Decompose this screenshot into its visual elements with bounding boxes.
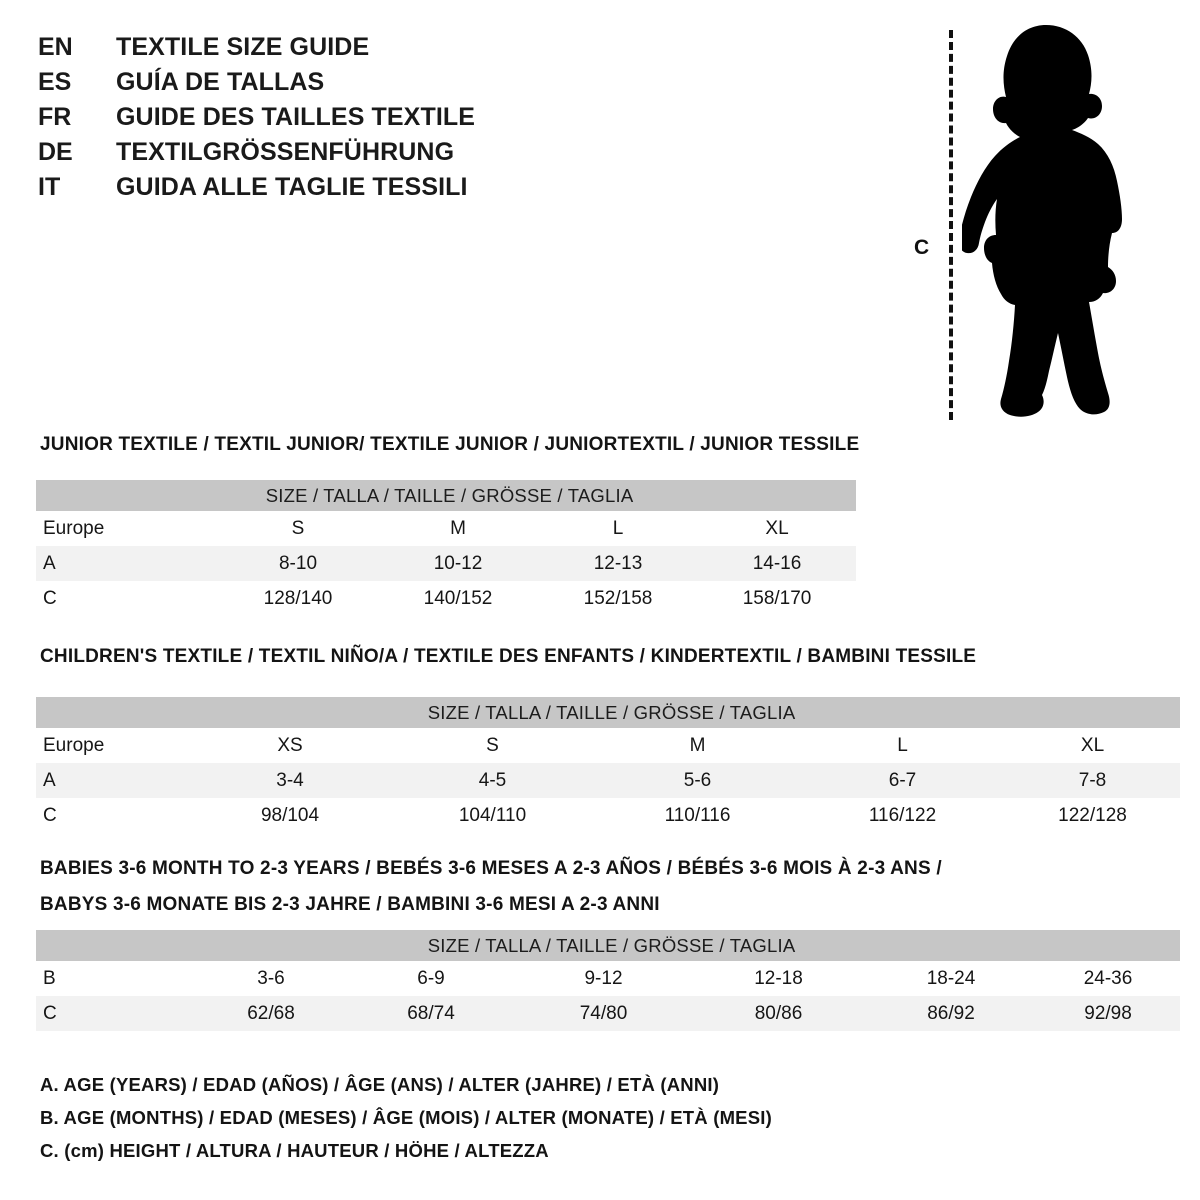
babies-cell-c-2: 74/80 (516, 996, 691, 1031)
babies-row-b: B 3-6 6-9 9-12 12-18 18-24 24-36 (36, 961, 1181, 996)
junior-row-c-label: C (36, 581, 218, 616)
babies-cell-c-0: 62/68 (196, 996, 346, 1031)
junior-row-a: A 8-10 10-12 12-13 14-16 (36, 546, 857, 581)
babies-cell-b-2: 9-12 (516, 961, 691, 996)
junior-cell-c-1: 140/152 (378, 581, 538, 616)
height-figure-block: C (900, 18, 1130, 420)
babies-row-b-label: B (36, 961, 196, 996)
height-dashed-line (949, 30, 953, 420)
babies-cell-b-1: 6-9 (346, 961, 516, 996)
section-heading-junior: JUNIOR TEXTILE / TEXTIL JUNIOR/ TEXTILE … (40, 434, 860, 455)
title-row-en: EN TEXTILE SIZE GUIDE (38, 30, 558, 65)
title-text-es: GUÍA DE TALLAS (116, 68, 325, 96)
junior-cell-a-3: 14-16 (698, 546, 857, 581)
junior-row-europe: Europe S M L XL (36, 511, 857, 546)
children-cell-c-2: 110/116 (595, 798, 800, 833)
toddler-silhouette-icon (962, 25, 1122, 417)
junior-cell-a-2: 12-13 (538, 546, 698, 581)
babies-row-c-label: C (36, 996, 196, 1031)
title-row-de: DE TEXTILGRÖSSENFÜHRUNG (38, 135, 558, 170)
junior-bar-label: SIZE / TALLA / TAILLE / GRÖSSE / TAGLIA (265, 484, 634, 506)
children-row-a: A 3-4 4-5 5-6 6-7 7-8 (36, 763, 1181, 798)
title-lang-it: IT (38, 173, 61, 201)
children-cell-europe-1: S (390, 728, 595, 763)
babies-cell-b-0: 3-6 (196, 961, 346, 996)
children-cell-c-0: 98/104 (190, 798, 390, 833)
children-cell-a-2: 5-6 (595, 763, 800, 798)
children-bar-label: SIZE / TALLA / TAILLE / GRÖSSE / TAGLIA (427, 701, 796, 723)
children-row-a-label: A (36, 763, 190, 798)
title-text-en: TEXTILE SIZE GUIDE (116, 33, 370, 61)
children-cell-europe-3: L (800, 728, 1005, 763)
babies-bar-label: SIZE / TALLA / TAILLE / GRÖSSE / TAGLIA (427, 934, 796, 956)
junior-size-table: SIZE / TALLA / TAILLE / GRÖSSE / TAGLIA … (36, 480, 857, 616)
section-heading-babies-line1: BABIES 3-6 MONTH TO 2-3 YEARS / BEBÉS 3-… (40, 858, 942, 879)
babies-cell-c-4: 86/92 (866, 996, 1036, 1031)
children-cell-a-4: 7-8 (1005, 763, 1181, 798)
junior-cell-europe-2: L (538, 511, 698, 546)
title-text-fr: GUIDE DES TAILLES TEXTILE (116, 103, 476, 131)
children-cell-c-1: 104/110 (390, 798, 595, 833)
junior-cell-c-3: 158/170 (698, 581, 857, 616)
legend-block: A. AGE (YEARS) / EDAD (AÑOS) / ÂGE (ANS)… (40, 1068, 840, 1167)
legend-line-a: A. AGE (YEARS) / EDAD (AÑOS) / ÂGE (ANS)… (40, 1074, 720, 1095)
junior-row-c: C 128/140 140/152 152/158 158/170 (36, 581, 857, 616)
babies-row-c: C 62/68 68/74 74/80 80/86 86/92 92/98 (36, 996, 1181, 1031)
children-cell-c-3: 116/122 (800, 798, 1005, 833)
children-row-c-label: C (36, 798, 190, 833)
babies-cell-b-5: 24-36 (1036, 961, 1181, 996)
junior-cell-c-2: 152/158 (538, 581, 698, 616)
babies-cell-b-3: 12-18 (691, 961, 866, 996)
children-row-europe-label: Europe (36, 728, 190, 763)
junior-cell-europe-0: S (218, 511, 378, 546)
legend-line-b: B. AGE (MONTHS) / EDAD (MESES) / ÂGE (MO… (40, 1107, 772, 1128)
title-text-de: TEXTILGRÖSSENFÜHRUNG (116, 138, 455, 166)
children-size-table: SIZE / TALLA / TAILLE / GRÖSSE / TAGLIA … (36, 697, 1181, 833)
babies-table-bar: SIZE / TALLA / TAILLE / GRÖSSE / TAGLIA (36, 930, 1181, 961)
junior-cell-europe-1: M (378, 511, 538, 546)
title-lang-de: DE (38, 138, 73, 166)
title-row-es: ES GUÍA DE TALLAS (38, 65, 558, 100)
junior-row-europe-label: Europe (36, 511, 218, 546)
title-row-it: IT GUIDA ALLE TAGLIE TESSILI (38, 170, 558, 205)
junior-cell-a-0: 8-10 (218, 546, 378, 581)
children-cell-c-4: 122/128 (1005, 798, 1181, 833)
height-measure-label: C (914, 236, 930, 259)
title-text-it: GUIDA ALLE TAGLIE TESSILI (116, 173, 468, 201)
junior-cell-europe-3: XL (698, 511, 857, 546)
title-lang-es: ES (38, 68, 72, 96)
section-heading-babies: BABIES 3-6 MONTH TO 2-3 YEARS / BEBÉS 3-… (40, 858, 942, 916)
junior-cell-a-1: 10-12 (378, 546, 538, 581)
children-cell-europe-4: XL (1005, 728, 1181, 763)
children-row-europe: Europe XS S M L XL (36, 728, 1181, 763)
junior-row-a-label: A (36, 546, 218, 581)
section-heading-babies-line2: BABYS 3-6 MONATE BIS 2-3 JAHRE / BAMBINI… (40, 894, 660, 915)
children-row-c: C 98/104 104/110 110/116 116/122 122/128 (36, 798, 1181, 833)
title-block: EN TEXTILE SIZE GUIDE ES GUÍA DE TALLAS … (38, 30, 558, 205)
title-lang-fr: FR (38, 103, 72, 131)
babies-size-table: SIZE / TALLA / TAILLE / GRÖSSE / TAGLIA … (36, 930, 1181, 1031)
children-cell-a-1: 4-5 (390, 763, 595, 798)
babies-cell-c-1: 68/74 (346, 996, 516, 1031)
children-cell-a-3: 6-7 (800, 763, 1005, 798)
junior-table-bar: SIZE / TALLA / TAILLE / GRÖSSE / TAGLIA (36, 480, 857, 511)
babies-cell-b-4: 18-24 (866, 961, 1036, 996)
babies-cell-c-5: 92/98 (1036, 996, 1181, 1031)
section-heading-children: CHILDREN'S TEXTILE / TEXTIL NIÑO/A / TEX… (40, 646, 977, 667)
babies-cell-c-3: 80/86 (691, 996, 866, 1031)
children-cell-europe-0: XS (190, 728, 390, 763)
children-cell-a-0: 3-4 (190, 763, 390, 798)
children-table-bar: SIZE / TALLA / TAILLE / GRÖSSE / TAGLIA (36, 697, 1181, 728)
legend-line-c: C. (cm) HEIGHT / ALTURA / HAUTEUR / HÖHE… (40, 1140, 549, 1161)
title-lang-en: EN (38, 33, 73, 61)
title-row-fr: FR GUIDE DES TAILLES TEXTILE (38, 100, 558, 135)
junior-cell-c-0: 128/140 (218, 581, 378, 616)
children-cell-europe-2: M (595, 728, 800, 763)
